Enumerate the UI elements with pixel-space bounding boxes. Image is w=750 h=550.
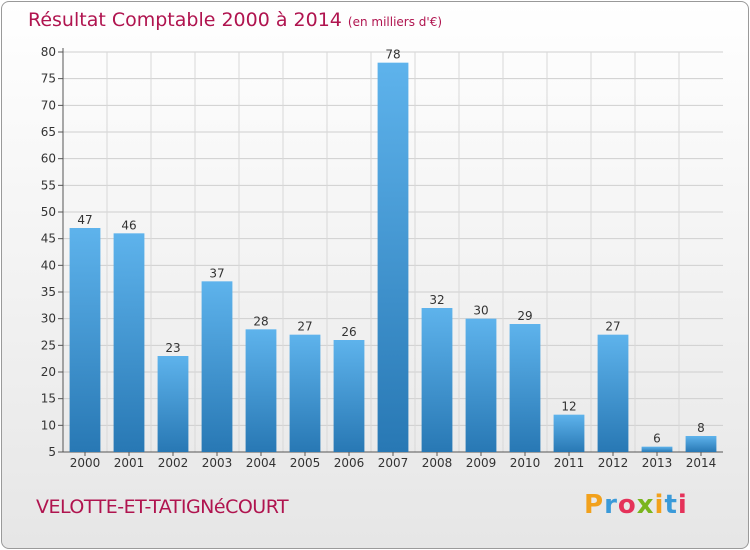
y-tick-label: 50 (41, 205, 56, 219)
bar (685, 436, 717, 452)
y-tick-label: 40 (41, 258, 56, 272)
axes: 5 10 15 20 25 30 35 40 45 50 55 60 65 70 75 80 (41, 45, 723, 459)
x-tick-label: 2001 (114, 456, 145, 470)
bar (641, 446, 673, 452)
logo-letter: P (584, 490, 605, 520)
y-tick-label: 60 (41, 152, 56, 166)
y-tick-label: 45 (41, 232, 56, 246)
x-tick-label: 2002 (158, 456, 189, 470)
bar (289, 334, 321, 452)
value-label: 78 (385, 48, 400, 62)
labels: 47 2000 46 2001 23 2002 37 2003 28 2004 27 2005 26 20… (70, 48, 717, 470)
value-label: 27 (605, 320, 620, 334)
title-main: Résultat Comptable 2000 à 2014 (28, 9, 342, 31)
x-tick-label: 2005 (290, 456, 321, 470)
chart-title: Résultat Comptable 2000 à 2014 (en millie… (28, 9, 442, 31)
value-label: 37 (209, 266, 224, 280)
bar (597, 334, 629, 452)
logo-letter: i (677, 490, 688, 520)
bar (509, 324, 541, 452)
value-label: 29 (517, 309, 532, 323)
logo-letter: x (636, 490, 655, 520)
value-label: 27 (297, 320, 312, 334)
x-tick-label: 2010 (510, 456, 541, 470)
x-tick-label: 2013 (642, 456, 673, 470)
x-tick-label: 2008 (422, 456, 453, 470)
y-tick-label: 75 (41, 72, 56, 86)
x-tick-label: 2009 (466, 456, 497, 470)
logo-letter: r (604, 490, 618, 520)
bar (421, 308, 453, 452)
x-tick-label: 2007 (378, 456, 409, 470)
proxiti-logo[interactable]: Proxiti (584, 490, 688, 520)
value-label: 46 (121, 218, 136, 232)
y-tick-label: 20 (41, 365, 56, 379)
x-tick-label: 2014 (686, 456, 717, 470)
value-label: 32 (429, 293, 444, 307)
title-unit: (en milliers d'€) (347, 15, 443, 29)
logo-letter: o (617, 490, 637, 520)
y-tick-label: 5 (48, 445, 56, 459)
x-tick-label: 2012 (598, 456, 629, 470)
bar (69, 228, 101, 452)
value-label: 47 (77, 213, 92, 227)
logo-letter: i (654, 490, 665, 520)
logo-letter: t (664, 490, 678, 520)
y-tick-label: 25 (41, 338, 56, 352)
value-label: 6 (653, 432, 661, 446)
bars (69, 62, 717, 453)
y-tick-label: 30 (41, 312, 56, 326)
commune-name: VELOTTE-ET-TATIGNéCOURT (36, 496, 289, 518)
y-tick-label: 65 (41, 125, 56, 139)
x-tick-label: 2011 (554, 456, 585, 470)
bar (377, 62, 409, 453)
x-tick-label: 2006 (334, 456, 365, 470)
bar (465, 318, 497, 452)
value-label: 8 (697, 421, 705, 435)
value-label: 12 (561, 400, 576, 414)
bar (113, 233, 145, 452)
y-tick-label: 70 (41, 98, 56, 112)
y-tick-label: 35 (41, 285, 56, 299)
x-tick-label: 2003 (202, 456, 233, 470)
value-label: 30 (473, 304, 488, 318)
bar (553, 414, 585, 452)
y-tick-label: 15 (41, 392, 56, 406)
y-tick-label: 10 (41, 418, 56, 432)
bar (245, 329, 277, 452)
x-tick-label: 2000 (70, 456, 101, 470)
value-label: 23 (165, 341, 180, 355)
y-tick-label: 80 (41, 45, 56, 59)
value-label: 26 (341, 325, 356, 339)
bar (201, 281, 233, 452)
x-tick-label: 2004 (246, 456, 277, 470)
value-label: 28 (253, 314, 268, 328)
y-tick-label: 55 (41, 178, 56, 192)
bar (333, 340, 365, 452)
bar (157, 356, 189, 452)
